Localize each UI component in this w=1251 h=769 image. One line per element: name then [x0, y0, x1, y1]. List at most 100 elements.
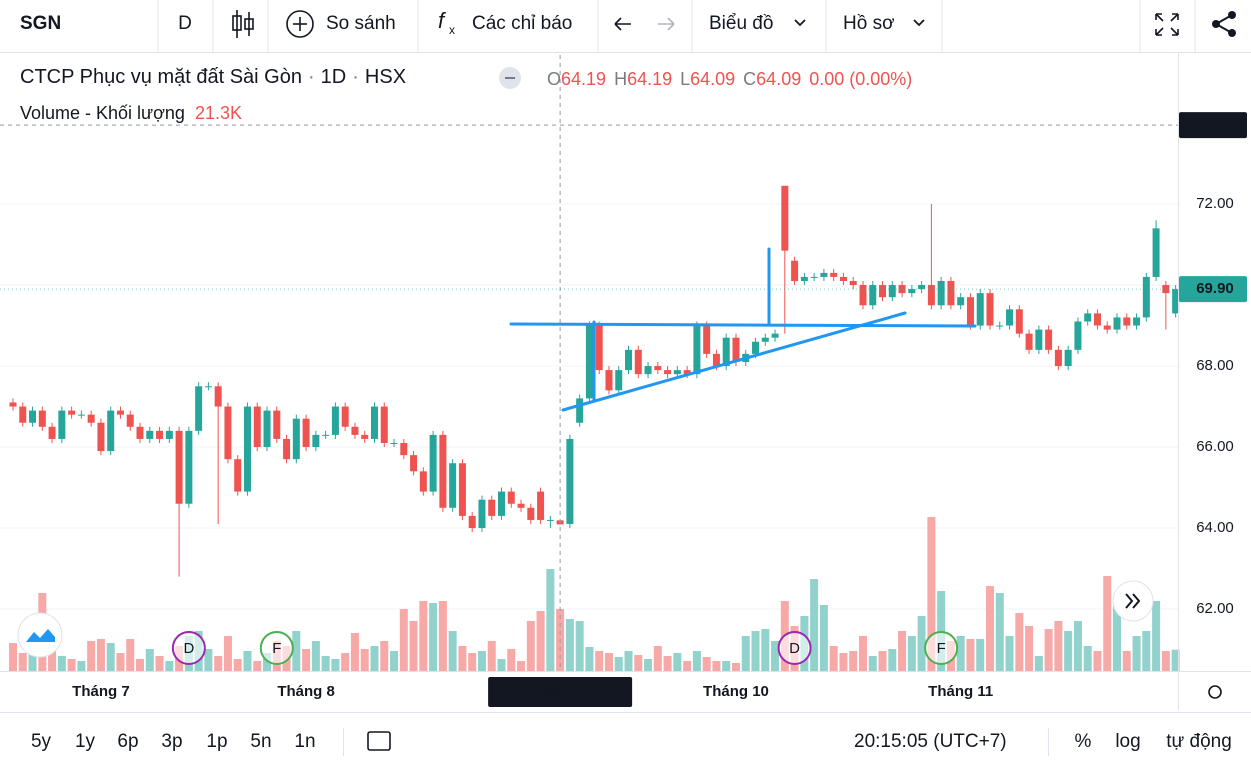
- indicators-button[interactable]: Các chỉ báo: [472, 13, 572, 34]
- candle-body: [517, 503, 525, 508]
- event-marker[interactable]: [171, 631, 206, 665]
- volume-bar: [819, 605, 828, 671]
- range-button[interactable]: 5n: [250, 731, 271, 752]
- candle-body: [165, 430, 173, 439]
- candle-body: [1074, 321, 1082, 350]
- candle-body: [1045, 329, 1053, 350]
- logo-button[interactable]: [17, 612, 63, 658]
- chart-style-button[interactable]: Biểu đồ: [709, 13, 773, 34]
- date-range-icon[interactable]: [367, 731, 391, 751]
- last-price-tag: [1179, 276, 1247, 303]
- chevron: [913, 19, 925, 27]
- profile-button[interactable]: Hồ sơ: [843, 13, 895, 34]
- range-button[interactable]: 1p: [206, 731, 227, 752]
- horizontal-line[interactable]: [509, 322, 977, 328]
- candle-body: [791, 260, 799, 281]
- candle-body: [419, 471, 427, 492]
- candle-body: [683, 370, 691, 375]
- range-button[interactable]: 1y: [75, 731, 96, 752]
- redo-icon[interactable]: [658, 17, 675, 31]
- volume-bar: [683, 661, 692, 671]
- percent-toggle[interactable]: %: [1075, 731, 1092, 752]
- crosshair-price-tag: [1179, 112, 1247, 139]
- share-icon[interactable]: [1212, 11, 1236, 37]
- volume-bar: [507, 649, 516, 671]
- settings-icon[interactable]: [1208, 685, 1222, 699]
- volume-bar: [565, 619, 574, 671]
- volume-bar: [155, 656, 164, 671]
- volume-bar: [28, 649, 37, 671]
- volume-bar: [1132, 636, 1141, 671]
- volume-bar: [145, 649, 154, 671]
- volume-bar: [546, 569, 555, 671]
- volume-bar: [497, 659, 506, 671]
- volume-bar: [1054, 621, 1063, 671]
- candle-body: [1015, 309, 1023, 334]
- compare-icon[interactable]: [286, 10, 314, 38]
- interval-button[interactable]: D: [178, 13, 192, 34]
- candle-body: [996, 325, 1004, 327]
- range-button[interactable]: 6p: [117, 731, 138, 752]
- crosshair-price-label: 73.95: [1196, 116, 1234, 133]
- volume-bar: [741, 636, 750, 671]
- candle-body: [488, 499, 496, 516]
- volume-bar: [1122, 651, 1131, 671]
- candle-body: [898, 285, 906, 294]
- candle-body: [9, 402, 17, 407]
- range-button[interactable]: 1n: [294, 731, 315, 752]
- compare-button[interactable]: So sánh: [326, 13, 396, 34]
- y-tick-label: 68.00: [1196, 357, 1234, 374]
- candle-body: [966, 297, 974, 326]
- event-label: D: [789, 640, 800, 657]
- candle-body: [722, 337, 730, 367]
- event-marker[interactable]: [924, 631, 959, 665]
- candle-style-icon[interactable]: [232, 10, 254, 38]
- volume-bar: [429, 603, 438, 671]
- candle-body: [976, 293, 984, 326]
- indicators-icon[interactable]: f: [438, 8, 447, 33]
- volume-bar: [263, 653, 272, 671]
- candle-body: [253, 406, 261, 448]
- volume-bar: [722, 661, 731, 671]
- event-marker[interactable]: [777, 631, 812, 665]
- candle-body: [439, 434, 447, 508]
- candle-body: [410, 455, 418, 472]
- volume-bar: [370, 646, 379, 671]
- candle-body: [830, 272, 838, 277]
- range-button[interactable]: 3p: [161, 731, 182, 752]
- volume-bar: [214, 656, 223, 671]
- candle-body: [1142, 276, 1150, 318]
- candle-body: [458, 463, 466, 516]
- volume-bar: [1034, 656, 1043, 671]
- auto-toggle[interactable]: tự động: [1166, 731, 1232, 752]
- candle-body: [1172, 289, 1180, 314]
- volume-bar: [702, 657, 711, 671]
- candle-body: [185, 430, 193, 504]
- volume-bar: [624, 651, 633, 671]
- range-button[interactable]: 5y: [31, 731, 52, 752]
- volume-bar: [409, 621, 418, 671]
- candle-body: [664, 370, 672, 375]
- candle-body: [1084, 313, 1092, 322]
- candle-body: [771, 333, 779, 338]
- candle-body: [38, 410, 46, 427]
- event-marker[interactable]: [259, 631, 294, 665]
- volume-bar: [898, 631, 907, 671]
- log-toggle[interactable]: log: [1115, 731, 1140, 752]
- volume-bar: [419, 601, 428, 671]
- trend-line[interactable]: [561, 311, 907, 412]
- symbol[interactable]: SGN: [20, 13, 61, 34]
- undo-icon[interactable]: [614, 17, 631, 31]
- clock[interactable]: 20:15:05 (UTC+7): [854, 731, 1007, 752]
- volume-bar: [48, 649, 57, 671]
- volume-bar: [1064, 631, 1073, 671]
- volume-bar: [644, 659, 653, 671]
- candle-body: [156, 430, 164, 439]
- ohlc-value: 64.19: [561, 69, 606, 89]
- fullscreen-icon[interactable]: [1155, 13, 1179, 36]
- scroll-icon: [1125, 593, 1141, 609]
- event-label: D: [183, 640, 194, 657]
- trend-drawings[interactable]: [509, 247, 977, 412]
- footer: 5y 1y 6p 3p 1p 5n 1n: [31, 731, 316, 752]
- volume-bar: [575, 621, 584, 671]
